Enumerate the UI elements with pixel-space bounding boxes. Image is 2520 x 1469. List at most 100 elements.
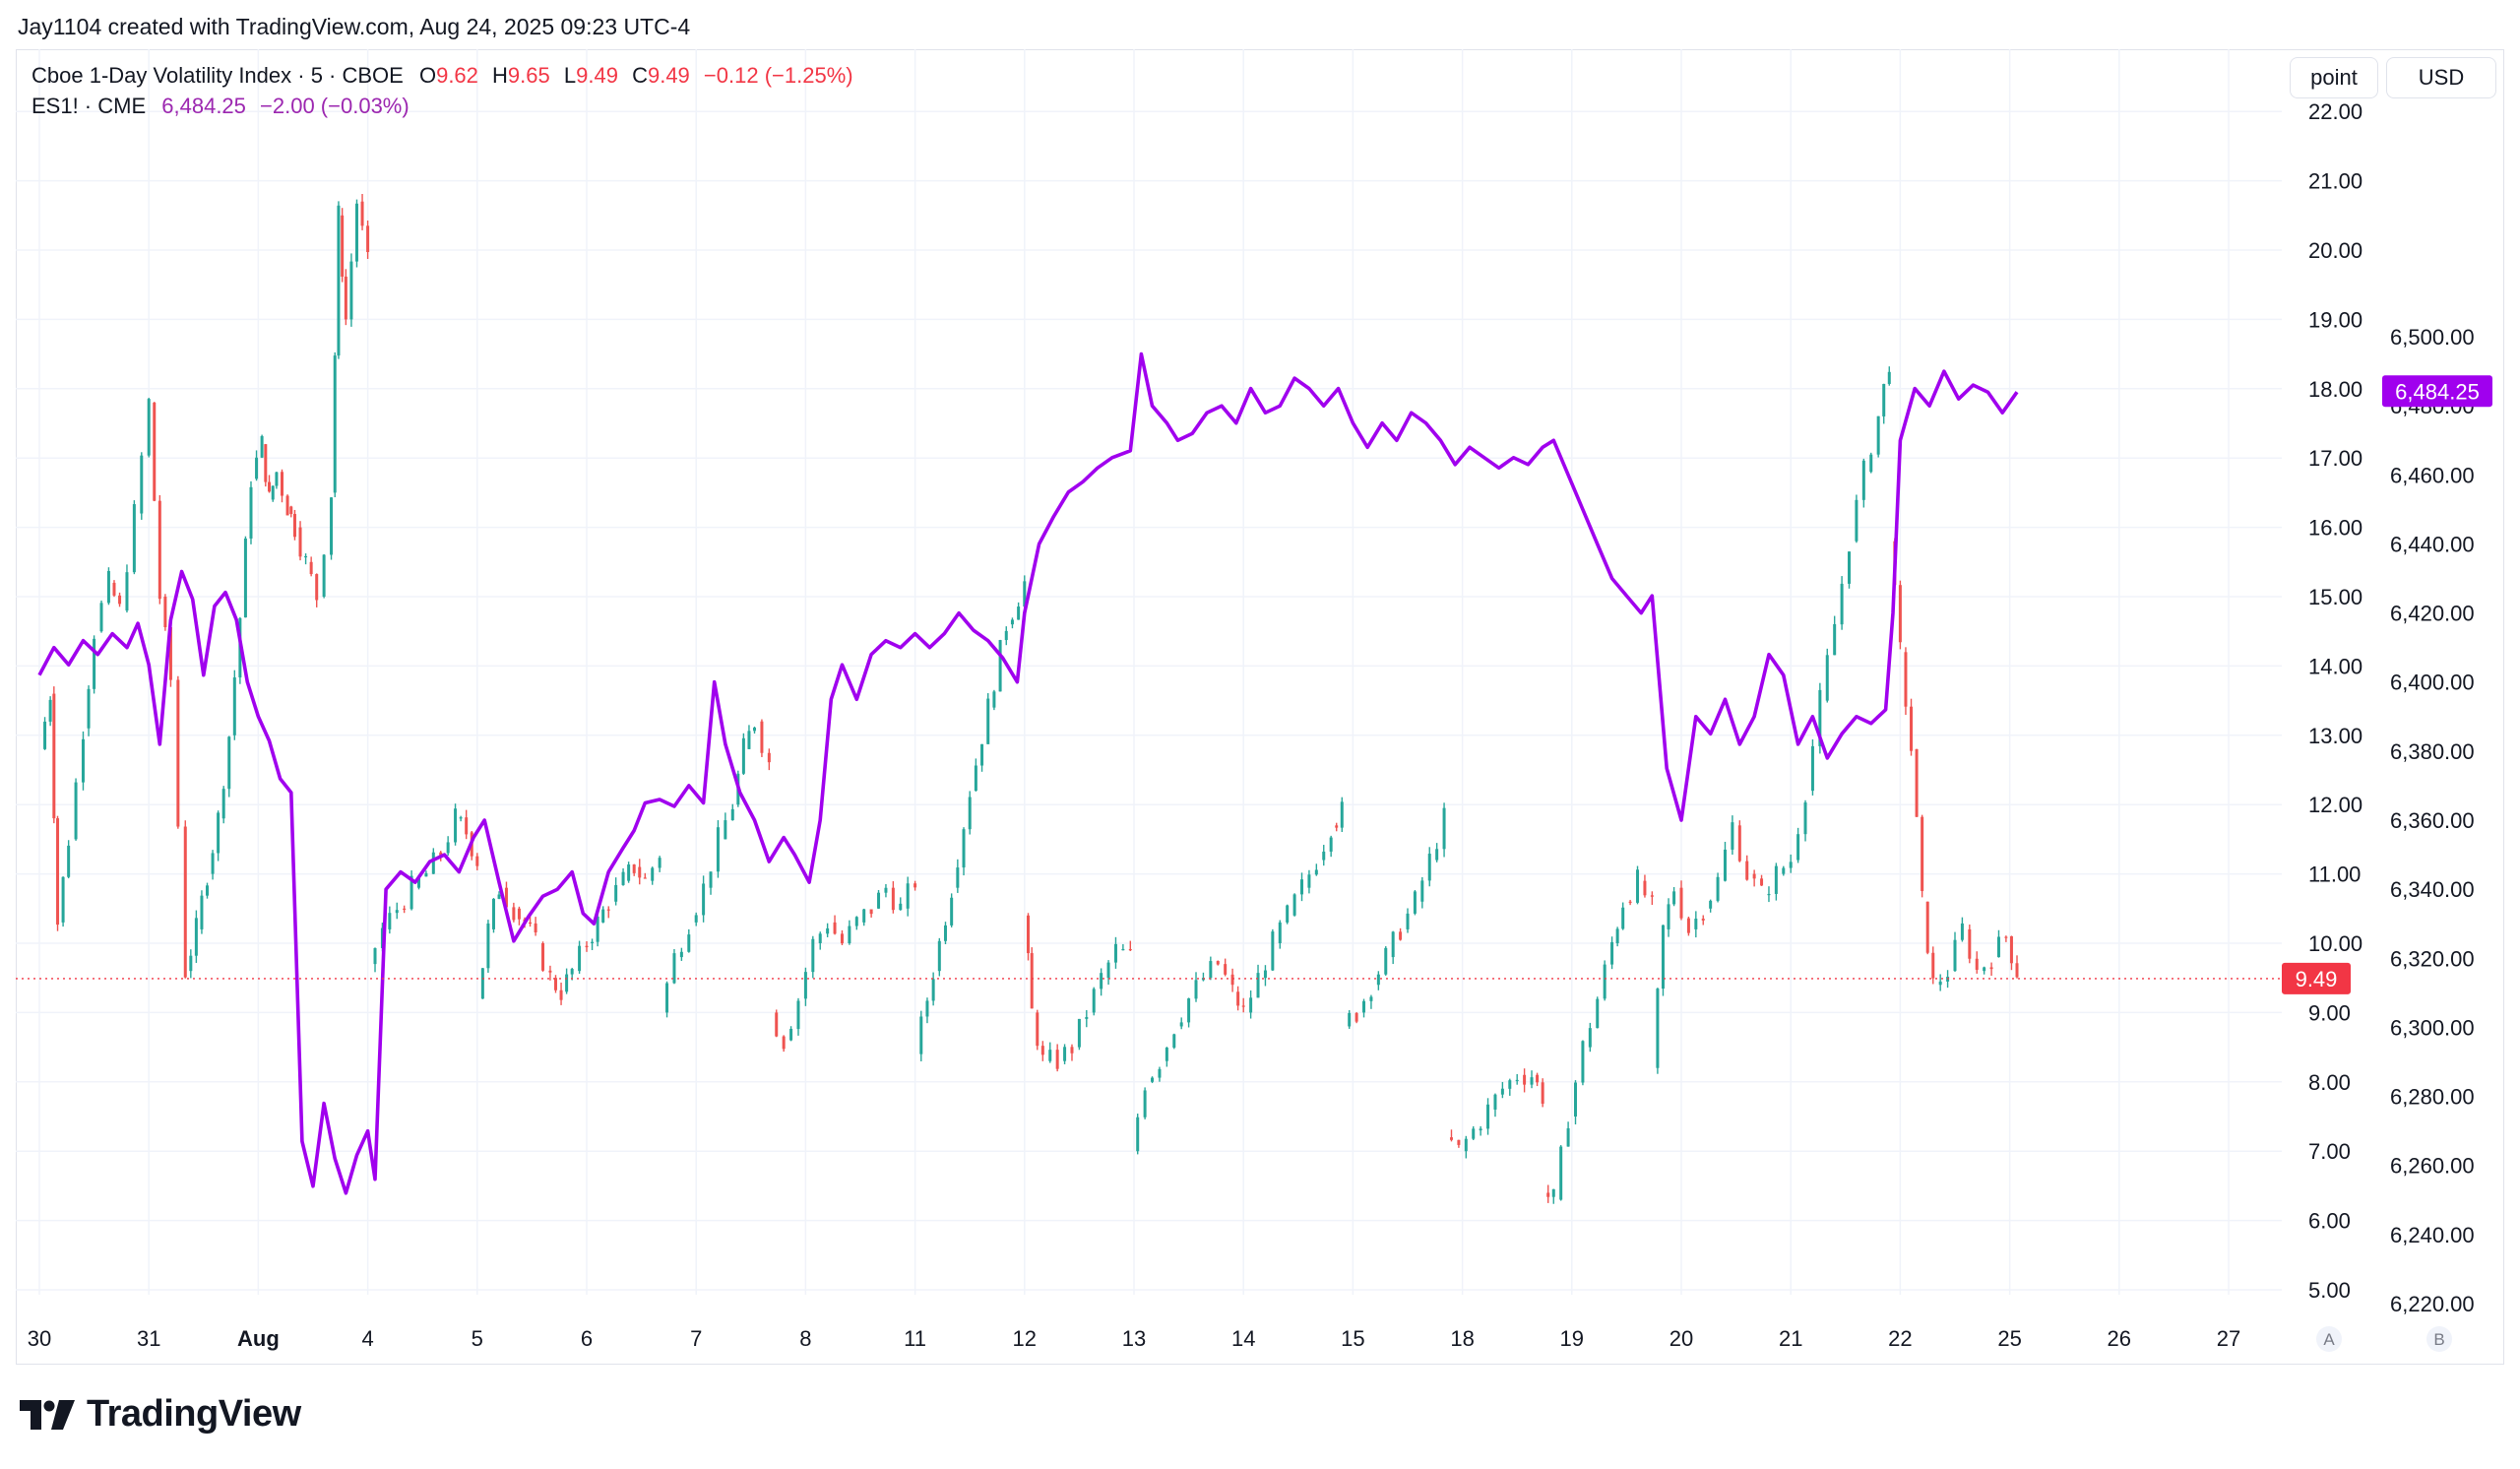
- vix-candle-body: [504, 887, 508, 908]
- vix-candle-body: [211, 853, 215, 874]
- vix-candle-body: [1581, 1041, 1585, 1083]
- vix-candle-body: [891, 887, 895, 911]
- vix-candle-body: [1716, 876, 1720, 901]
- open-label: O: [418, 63, 437, 88]
- vix-candle-body: [61, 876, 65, 923]
- vix-candle-body: [1910, 706, 1914, 751]
- vix-candle-body: [1723, 849, 1727, 881]
- vix-candle-body: [992, 691, 996, 708]
- vix-tick-label: 11.00: [2308, 862, 2361, 887]
- vix-candle-body: [315, 574, 319, 601]
- es-badge-label: 6,484.25: [2395, 379, 2480, 404]
- vix-candle-body: [349, 261, 353, 320]
- vix-candle-body: [974, 765, 977, 792]
- vix-candle-body: [1040, 1046, 1044, 1055]
- vix-tick-label: 10.00: [2308, 931, 2362, 956]
- vix-candle-body: [591, 941, 595, 943]
- vix-candle-body: [1300, 879, 1304, 895]
- vix-candle-body: [877, 892, 881, 909]
- vix-candle-body: [1158, 1068, 1162, 1078]
- vix-candle-body: [1256, 973, 1260, 998]
- vix-candle-body: [243, 538, 247, 618]
- vix-candle-body: [1636, 869, 1640, 903]
- vix-candle-body: [1486, 1104, 1490, 1129]
- vix-candle-body: [1989, 967, 1993, 970]
- es-symbol-name[interactable]: ES1! · CME: [32, 94, 147, 118]
- vix-candle-body: [1362, 1000, 1366, 1013]
- vix-candle-body: [1187, 998, 1191, 1023]
- vix-candle-body: [1574, 1082, 1578, 1117]
- scale-b-button[interactable]: B: [2426, 1326, 2452, 1352]
- vix-candle-body: [1179, 1022, 1183, 1027]
- vix-candle-body: [854, 917, 858, 926]
- vix-candle-body: [627, 864, 631, 881]
- vix-candle-body: [1128, 948, 1132, 951]
- vix-tick-label: 8.00: [2308, 1070, 2351, 1095]
- vix-candle-body: [168, 627, 172, 680]
- vix-candle-body: [1679, 887, 1683, 919]
- vix-candle-body: [153, 402, 157, 501]
- vix-candle-body: [268, 481, 272, 492]
- time-tick-label: 8: [799, 1326, 811, 1351]
- time-tick-label: 20: [1670, 1326, 1693, 1351]
- es-price-axis[interactable]: 6,500.006,480.006,460.006,440.006,420.00…: [2390, 325, 2475, 1316]
- vix-candle-body: [1596, 998, 1600, 1029]
- vix-candle-body: [672, 953, 676, 984]
- tradingview-logo[interactable]: TradingView: [20, 1393, 301, 1436]
- vix-candle-body: [1876, 415, 1880, 455]
- vix-symbol-name[interactable]: Cboe 1-Day Volatility Index · 5 · CBOE: [32, 63, 404, 88]
- es-tick-label: 6,240.00: [2390, 1223, 2475, 1247]
- vix-candle-body: [534, 923, 537, 933]
- vix-candle-body: [260, 435, 264, 458]
- time-tick-label: 11: [904, 1326, 926, 1351]
- vix-badge-label: 9.49: [2296, 967, 2338, 991]
- vix-candle-body: [87, 688, 91, 729]
- vix-candle-body: [1840, 583, 1844, 625]
- vix-candle-body: [767, 752, 771, 763]
- es-change: −2.00 (−0.03%): [260, 94, 410, 118]
- vix-candle-body: [621, 871, 625, 885]
- vix-candle-body: [1983, 967, 1986, 972]
- vix-candle-body: [1628, 901, 1632, 903]
- vix-candle-body: [925, 1000, 929, 1017]
- time-tick-label: 5: [472, 1326, 483, 1351]
- vix-candle-body: [914, 883, 917, 888]
- vix-candle-body: [1667, 904, 1670, 929]
- vix-price-axis[interactable]: 22.00 21.00 20.00 19.00 18.00 17.00 16.00 15.00…: [2308, 99, 2362, 1303]
- currency-button[interactable]: USD: [2386, 57, 2496, 98]
- vix-candle-body: [1882, 383, 1886, 416]
- vix-candle-body: [517, 908, 521, 920]
- vix-candle-body: [1686, 918, 1690, 933]
- vix-candle-body: [330, 497, 334, 555]
- scale-b-button-circle: [2426, 1326, 2452, 1352]
- vix-candle-body: [360, 201, 364, 226]
- time-axis[interactable]: 30 31 Aug 4 5 6 7 8 11 12 13 14 15 18 19 20 21 22 25 26 27 A B: [28, 1326, 2452, 1352]
- vix-candle-body: [1848, 551, 1852, 584]
- vix-tick-label: 15.00: [2308, 585, 2362, 609]
- vix-candle-body: [1113, 943, 1117, 963]
- vix-candle-body: [1925, 901, 1929, 953]
- es-tick-label: 6,500.00: [2390, 325, 2475, 350]
- vix-candle-body: [125, 572, 129, 611]
- vix-tick-label: 7.00: [2308, 1139, 2351, 1164]
- point-scale-button[interactable]: point: [2290, 57, 2378, 98]
- vix-candle-body: [1833, 623, 1837, 656]
- vix-candle-body: [1230, 974, 1234, 986]
- vix-candle-body: [968, 797, 972, 830]
- vix-candle-body: [1023, 581, 1027, 607]
- vix-candle-body: [1449, 1137, 1453, 1140]
- vix-candle-body: [1938, 981, 1942, 986]
- vix-candle-body: [304, 555, 308, 558]
- vix-candle-body: [118, 595, 122, 605]
- vix-tick-label: 20.00: [2308, 238, 2362, 263]
- vix-candle-body: [980, 743, 984, 766]
- vix-candle-body: [702, 883, 706, 916]
- vix-candle-body: [1996, 936, 2000, 958]
- vix-candle-body: [1286, 905, 1290, 923]
- vix-tick-label: 21.00: [2308, 169, 2362, 194]
- vix-candle-body: [869, 909, 873, 915]
- scale-a-button[interactable]: A: [2316, 1326, 2342, 1352]
- time-tick-label: 4: [361, 1326, 373, 1351]
- vix-candle-body: [1960, 923, 1964, 940]
